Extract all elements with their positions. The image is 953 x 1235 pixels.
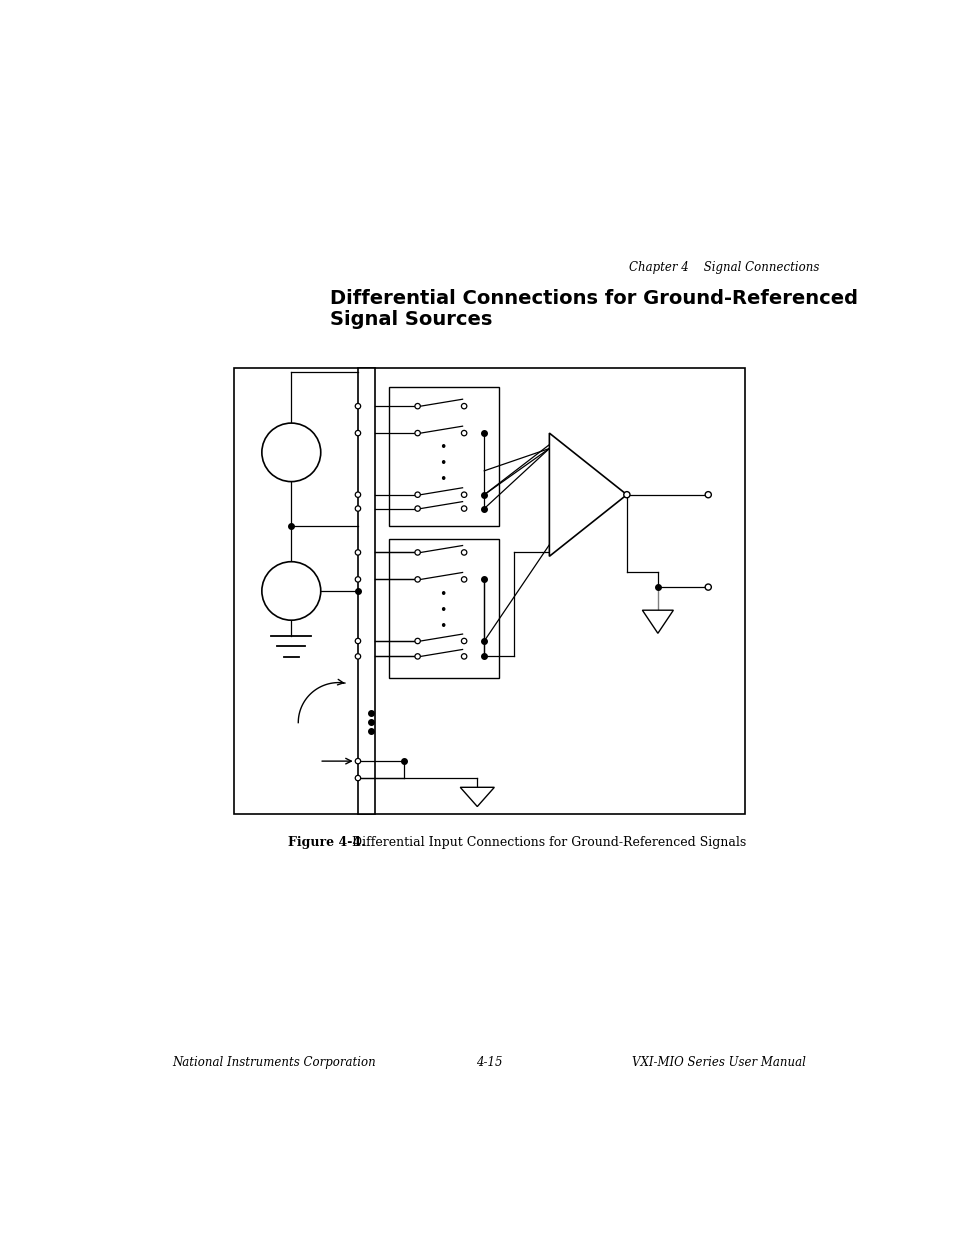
Circle shape (704, 492, 711, 498)
Bar (233, 368, 744, 814)
Text: Differential Connections for Ground-Referenced: Differential Connections for Ground-Refe… (330, 289, 857, 309)
Bar (389, 540, 498, 678)
Circle shape (355, 776, 360, 781)
Circle shape (461, 492, 466, 498)
Text: Chapter 4    Signal Connections: Chapter 4 Signal Connections (629, 261, 819, 274)
Circle shape (415, 638, 420, 643)
Circle shape (415, 550, 420, 556)
Circle shape (355, 550, 360, 556)
Circle shape (415, 431, 420, 436)
Text: 4-15: 4-15 (476, 1056, 501, 1068)
Text: Differential Input Connections for Ground-Referenced Signals: Differential Input Connections for Groun… (344, 836, 745, 848)
Polygon shape (549, 433, 626, 556)
Circle shape (261, 424, 320, 482)
Circle shape (461, 506, 466, 511)
Circle shape (355, 404, 360, 409)
Circle shape (415, 577, 420, 582)
Circle shape (461, 577, 466, 582)
Circle shape (461, 431, 466, 436)
Circle shape (461, 653, 466, 659)
Circle shape (355, 653, 360, 659)
Circle shape (623, 492, 629, 498)
Text: •
•
•: • • • (439, 588, 446, 632)
Circle shape (461, 550, 466, 556)
Circle shape (355, 431, 360, 436)
Text: VXI-MIO Series User Manual: VXI-MIO Series User Manual (631, 1056, 805, 1068)
Circle shape (415, 404, 420, 409)
Bar (389, 387, 498, 526)
Circle shape (355, 492, 360, 498)
Circle shape (415, 492, 420, 498)
Circle shape (415, 653, 420, 659)
Circle shape (704, 584, 711, 590)
Text: Signal Sources: Signal Sources (330, 310, 492, 330)
Circle shape (461, 638, 466, 643)
Polygon shape (459, 787, 494, 806)
Text: Figure 4-4.: Figure 4-4. (288, 836, 365, 848)
Circle shape (355, 758, 360, 763)
Bar (357, 368, 375, 814)
Circle shape (355, 506, 360, 511)
Circle shape (355, 638, 360, 643)
Circle shape (261, 562, 320, 620)
Circle shape (461, 404, 466, 409)
Circle shape (415, 506, 420, 511)
Text: National Instruments Corporation: National Instruments Corporation (172, 1056, 375, 1068)
Polygon shape (641, 610, 673, 634)
Circle shape (355, 577, 360, 582)
Text: •
•
•: • • • (439, 441, 446, 487)
